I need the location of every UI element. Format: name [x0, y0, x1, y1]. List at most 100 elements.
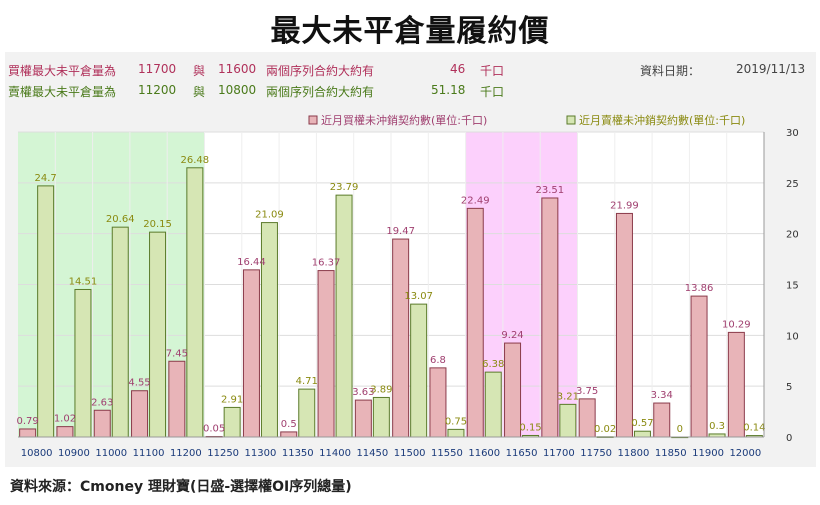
put-value-label: 13.07 — [404, 291, 433, 302]
call-bar — [578, 398, 596, 438]
call-value-label: 10.29 — [722, 319, 751, 330]
put-value-label: 0 — [677, 424, 683, 435]
x-tick-label: 11650 — [506, 448, 538, 459]
put-bar — [484, 371, 502, 438]
put-value-label: 3.21 — [557, 391, 579, 402]
put-bar — [74, 288, 92, 438]
call-value-label: 3.63 — [352, 387, 374, 398]
x-tick-label: 11250 — [207, 448, 239, 459]
y-tick-label: 25 — [786, 179, 799, 190]
call-bar — [466, 207, 484, 438]
put-value-label: 20.15 — [143, 219, 172, 230]
call-bar — [541, 197, 559, 438]
call-value-label: 3.75 — [576, 386, 598, 397]
put-value-label: 3.89 — [370, 384, 392, 395]
call-bar — [727, 331, 745, 438]
put-bar — [111, 226, 129, 438]
call-bar — [615, 212, 633, 438]
put-bar — [447, 428, 465, 438]
legend-call-label: 近月買權未沖銷契約數(單位:千口) — [321, 113, 487, 127]
call-bar — [19, 428, 37, 438]
put-value-label: 21.09 — [255, 210, 284, 221]
put-value-label: 0.14 — [743, 423, 765, 434]
call-value-label: 19.47 — [386, 226, 415, 237]
x-tick-label: 11300 — [245, 448, 277, 459]
put-value-label: 26.48 — [181, 155, 210, 166]
call-bar — [690, 295, 708, 438]
call-value-label: 6.8 — [430, 355, 446, 366]
x-tick-label: 11450 — [356, 448, 388, 459]
put-info-tail: 兩個序列合約大約有 — [266, 85, 375, 99]
call-info-label: 買權最大未平倉量為 — [8, 64, 117, 78]
call-bar — [168, 360, 186, 438]
put-info-value1: 11200 — [138, 83, 177, 97]
call-value-label: 16.37 — [312, 258, 341, 269]
x-tick-label: 11850 — [655, 448, 687, 459]
call-bar — [392, 238, 410, 438]
legend-put-label: 近月賣權未沖銷契約數(單位:千口) — [579, 113, 745, 127]
call-value-label: 2.63 — [91, 397, 113, 408]
call-bar — [429, 367, 447, 438]
call-value-label: 23.51 — [536, 185, 565, 196]
put-info-unit: 千口 — [480, 85, 505, 99]
x-tick-label: 11400 — [319, 448, 351, 459]
date-label: 資料日期： — [640, 64, 701, 78]
data-source-note: 資料來源：Cmoney 理財寶(日盛-選擇權OI序列總量) — [10, 479, 352, 495]
put-value-label: 0.3 — [709, 421, 725, 432]
call-value-label: 4.55 — [128, 378, 150, 389]
x-tick-label: 12000 — [729, 448, 761, 459]
call-info-value1: 11700 — [138, 62, 177, 76]
call-bar — [131, 390, 149, 438]
x-tick-label: 11500 — [394, 448, 426, 459]
put-bar — [37, 185, 55, 438]
legend-put-swatch — [566, 115, 576, 125]
x-tick-label: 11700 — [543, 448, 575, 459]
x-tick-label: 11800 — [618, 448, 650, 459]
put-value-label: 2.91 — [221, 394, 243, 405]
call-value-label: 7.45 — [166, 348, 188, 359]
call-info-num: 46 — [450, 62, 466, 76]
call-value-label: 9.24 — [501, 330, 523, 341]
put-bar — [335, 194, 353, 438]
y-tick-label: 20 — [786, 230, 799, 241]
call-bar — [93, 409, 111, 438]
call-bar — [504, 342, 522, 438]
call-info-value2: 11600 — [218, 62, 257, 76]
put-info-label: 賣權最大未平倉量為 — [8, 85, 117, 99]
put-bar — [149, 231, 167, 438]
put-value-label: 0.15 — [519, 422, 541, 433]
call-bar — [653, 402, 671, 438]
y-tick-label: 30 — [786, 128, 799, 139]
x-tick-label: 11550 — [431, 448, 463, 459]
call-info-unit: 千口 — [480, 64, 505, 78]
chart-title: 最大未平倉量履約價 — [270, 14, 550, 49]
y-tick-label: 15 — [786, 281, 799, 292]
x-tick-label: 11600 — [468, 448, 500, 459]
x-tick-label: 11350 — [282, 448, 314, 459]
put-bar — [186, 167, 204, 438]
call-value-label: 1.02 — [54, 414, 76, 425]
call-bar — [354, 399, 372, 438]
put-bar — [223, 406, 241, 438]
call-value-label: 0.79 — [17, 416, 39, 427]
call-info-tail: 兩個序列合約大約有 — [266, 64, 375, 78]
call-value-label: 16.44 — [237, 257, 266, 268]
call-value-label: 3.34 — [651, 390, 673, 401]
y-tick-label: 5 — [786, 382, 792, 393]
call-bar — [317, 270, 335, 438]
put-bar — [372, 396, 390, 438]
put-bar — [260, 222, 278, 438]
put-value-label: 4.71 — [296, 376, 318, 387]
call-bar — [280, 431, 298, 438]
x-tick-label: 10800 — [21, 448, 53, 459]
put-value-label: 0.02 — [594, 424, 616, 435]
oi-bar-chart: 0 5 10 15 20 25 30 0.79 24.7 10800 1.02 14.51 10900 2… — [17, 113, 799, 459]
y-tick-label: 0 — [786, 433, 792, 444]
x-tick-label: 11200 — [170, 448, 202, 459]
call-value-label: 13.86 — [685, 283, 714, 294]
put-value-label: 0.57 — [631, 418, 653, 429]
put-bar — [410, 303, 428, 438]
y-tick-label: 10 — [786, 331, 799, 342]
put-value-label: 14.51 — [69, 276, 98, 287]
put-bar — [298, 388, 316, 438]
